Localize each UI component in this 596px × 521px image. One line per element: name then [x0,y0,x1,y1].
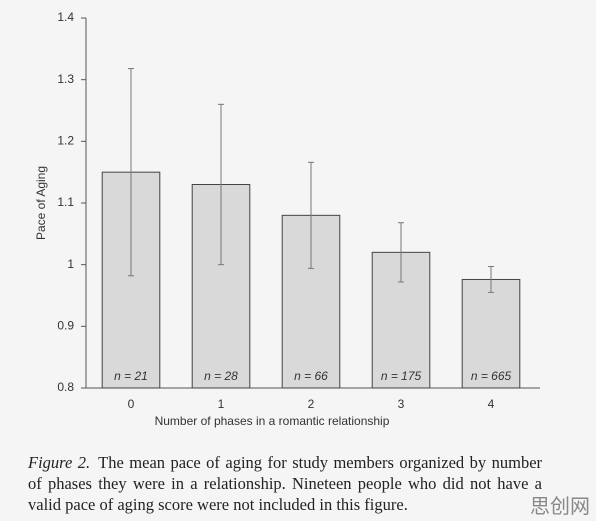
x-tick-label: 3 [398,397,405,411]
caption-text: The mean pace of aging for study members… [28,453,543,514]
sample-size: n = 66 [294,369,328,383]
watermark: 思创网 [530,494,590,518]
y-tick-label: 1.3 [57,72,74,86]
x-tick-label: 4 [488,397,495,411]
caption-label: Figure 2. [28,453,91,472]
chart: Pace of Aging Number of phases in a roma… [34,10,540,428]
y-tick-label: 1.4 [57,10,74,24]
y-tick-label: 1 [67,257,74,271]
x-tick-label: 2 [308,397,315,411]
sample-size: n = 175 [381,369,422,383]
x-tick-label: 0 [128,397,135,411]
sample-size: n = 28 [204,369,238,383]
sample-size: n = 21 [114,369,148,383]
caption: Figure 2. The mean pace of aging for stud… [28,452,542,515]
y-tick-label: 1.1 [57,195,74,209]
sample-size: n = 665 [471,369,512,383]
y-tick-label: 1.2 [57,134,74,148]
x-axis-label: Number of phases in a romantic relations… [155,414,390,428]
y-tick-label: 0.9 [57,319,74,333]
y-tick-label: 0.8 [57,380,74,394]
y-axis-label: Pace of Aging [34,166,48,240]
x-tick-label: 1 [218,397,225,411]
bar [461,278,521,389]
